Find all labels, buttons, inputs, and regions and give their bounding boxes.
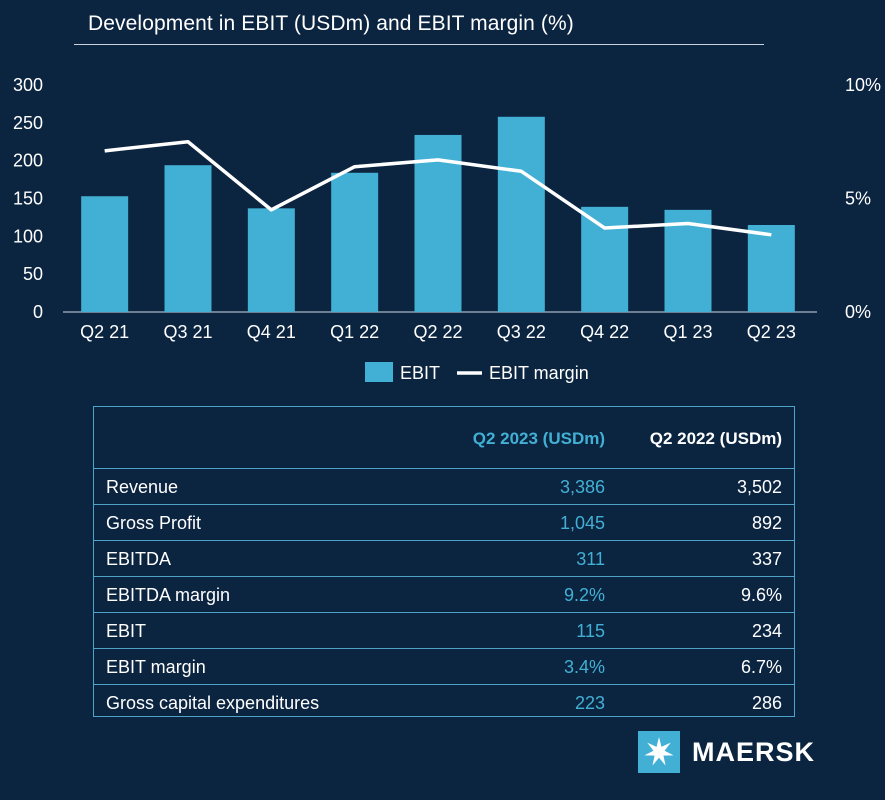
table-row: Revenue 3,386 3,502: [94, 469, 794, 505]
legend-margin-label: EBIT margin: [489, 363, 589, 383]
row-value-q2-2023: 311: [576, 549, 605, 569]
row-value-q2-2023: 1,045: [559, 513, 605, 533]
x-tick-label: Q2 23: [747, 322, 796, 342]
table-row: EBITDA margin 9.2% 9.6%: [94, 577, 794, 613]
table-row: Gross capital expenditures 223 286: [94, 685, 794, 721]
ebit-chart: 300 250 200 150 100 50 0 10% 5% 0% Q2 21 Q3 21 Q4 2…: [13, 75, 881, 383]
table-row: Gross Profit 1,045 892: [94, 505, 794, 541]
row-value-q2-2022: 6.7%: [740, 657, 782, 677]
row-value-q2-2022: 9.6%: [740, 585, 782, 605]
y-left-tick-label: 0: [33, 302, 43, 322]
row-label: Gross Profit: [106, 513, 202, 533]
table-row: EBIT 115 234: [94, 613, 794, 649]
ebit-bar: [747, 224, 795, 312]
title-divider: [74, 44, 764, 45]
row-value-q2-2023: 9.2%: [563, 585, 605, 605]
y-left-tick-label: 300: [13, 75, 43, 95]
maersk-star-icon: [638, 731, 680, 773]
ebit-bar: [247, 208, 295, 312]
maersk-logo: MAERSK: [638, 729, 815, 775]
ebit-bar: [331, 172, 379, 312]
row-label: EBIT margin: [106, 657, 206, 677]
row-value-q2-2023: 3,386: [559, 477, 605, 497]
results-table: Q2 2023 (USDm) Q2 2022 (USDm) Revenue 3,3…: [93, 406, 795, 717]
table-row: EBIT margin 3.4% 6.7%: [94, 649, 794, 685]
ebit-bar: [414, 134, 462, 312]
x-tick-label: Q2 21: [80, 322, 129, 342]
row-label: EBITDA: [106, 549, 172, 569]
x-tick-label: Q4 22: [580, 322, 629, 342]
row-label: EBITDA margin: [106, 585, 231, 605]
x-tick-label: Q3 22: [497, 322, 546, 342]
header-q2-2023: Q2 2023 (USDm): [472, 429, 605, 448]
ebit-bar: [81, 196, 129, 312]
row-label: Gross capital expenditures: [106, 693, 320, 713]
x-tick-label: Q2 22: [413, 322, 462, 342]
maersk-wordmark: MAERSK: [692, 736, 816, 767]
table-row: EBITDA 311 337: [94, 541, 794, 577]
y-left-tick-label: 50: [23, 264, 43, 284]
ebit-bar: [581, 206, 629, 312]
header-q2-2022: Q2 2022 (USDm): [649, 429, 782, 448]
x-tick-label: Q1 22: [330, 322, 379, 342]
row-label: EBIT: [106, 621, 147, 641]
y-left-tick-label: 250: [13, 113, 43, 133]
y-left-tick-label: 200: [13, 151, 43, 171]
table-header-row: Q2 2023 (USDm) Q2 2022 (USDm): [94, 407, 794, 469]
ebit-bar: [164, 165, 212, 312]
y-right-tick-label: 0%: [845, 302, 871, 322]
row-value-q2-2022: 337: [751, 549, 782, 569]
row-value-q2-2022: 3,502: [736, 477, 782, 497]
x-tick-label: Q1 23: [663, 322, 712, 342]
x-tick-label: Q4 21: [247, 322, 296, 342]
row-value-q2-2022: 892: [751, 513, 782, 533]
row-value-q2-2023: 3.4%: [563, 657, 605, 677]
row-value-q2-2023: 115: [576, 621, 605, 641]
row-value-q2-2023: 223: [574, 693, 605, 713]
legend-ebit-label: EBIT: [400, 363, 440, 383]
row-value-q2-2022: 234: [751, 621, 782, 641]
y-right-tick-label: 10%: [845, 75, 881, 95]
x-tick-label: Q3 21: [163, 322, 212, 342]
y-left-tick-label: 100: [13, 226, 43, 246]
legend-ebit-swatch: [365, 362, 393, 382]
y-right-tick-label: 5%: [845, 189, 871, 209]
ebit-bar: [497, 116, 545, 312]
chart-title: Development in EBIT (USDm) and EBIT marg…: [88, 12, 574, 35]
y-left-tick-label: 150: [13, 189, 43, 209]
row-label: Revenue: [106, 477, 179, 497]
row-value-q2-2022: 286: [751, 693, 782, 713]
